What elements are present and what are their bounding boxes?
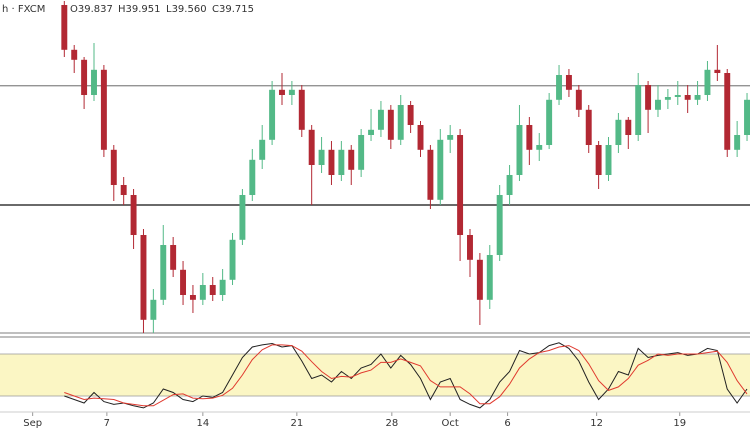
candle-body xyxy=(546,99,553,145)
candle-body xyxy=(476,259,483,300)
x-tick-label: 14 xyxy=(196,418,209,429)
candle-body xyxy=(348,149,355,170)
panels xyxy=(0,85,750,416)
candle-body xyxy=(585,109,592,145)
candle-body xyxy=(427,149,434,200)
candle-body xyxy=(595,145,602,175)
candle-body xyxy=(377,109,384,130)
candle-body xyxy=(249,159,256,195)
candle-body xyxy=(447,135,454,140)
candle-body xyxy=(506,175,513,195)
candle-body xyxy=(615,119,622,145)
candle-body xyxy=(318,149,325,165)
candle-body xyxy=(120,185,127,195)
stoch-line xyxy=(64,342,748,409)
candle-body xyxy=(140,235,147,320)
candle-body xyxy=(61,5,68,50)
candle-body xyxy=(288,89,295,95)
candle-body xyxy=(150,299,157,320)
candle-body xyxy=(575,89,582,110)
candle-body xyxy=(259,139,266,160)
x-tick-label: 12 xyxy=(590,418,603,429)
candle-body xyxy=(160,245,167,300)
candle-body xyxy=(199,285,206,300)
candle-body xyxy=(467,235,473,260)
candle-body xyxy=(328,149,335,175)
candle-body xyxy=(417,125,424,150)
stoch-band xyxy=(0,354,750,396)
candle-body xyxy=(635,85,642,135)
candle-body xyxy=(655,99,661,110)
symbol: h · FXCM xyxy=(2,4,45,15)
candle-body xyxy=(516,125,523,175)
candle-body xyxy=(387,109,394,140)
ohlc-low: L39.560 xyxy=(166,4,207,15)
candle-body xyxy=(279,89,285,95)
candle-body xyxy=(170,245,177,270)
candle-body xyxy=(269,89,276,140)
candle-body xyxy=(664,97,671,100)
x-tick-label: 28 xyxy=(385,418,398,429)
candle-body xyxy=(744,99,750,135)
candle-body xyxy=(130,195,137,235)
marks xyxy=(61,0,750,409)
x-tick-label: Sep xyxy=(23,418,42,429)
candle-body xyxy=(110,149,117,185)
candle-body xyxy=(724,73,731,150)
candle-body xyxy=(526,125,533,150)
candle-body xyxy=(91,69,97,95)
x-tick-label: 7 xyxy=(104,418,110,429)
ohlc-high: H39.951 xyxy=(118,4,161,15)
candle-body xyxy=(219,279,226,295)
x-tick-label: 21 xyxy=(290,418,303,429)
candle-body xyxy=(229,239,236,280)
candle-body xyxy=(605,145,612,175)
candle-body xyxy=(496,195,503,255)
candle-body xyxy=(81,59,88,95)
candle-body xyxy=(100,69,107,150)
candle-body xyxy=(407,105,414,125)
candle-body xyxy=(209,285,216,295)
candle-body xyxy=(189,295,196,300)
candle-body xyxy=(368,129,375,135)
candle-body xyxy=(358,135,365,170)
candle-body xyxy=(704,69,711,95)
candle-body xyxy=(486,255,493,300)
candle-body xyxy=(556,75,563,100)
candle-body xyxy=(298,89,305,130)
candle-body xyxy=(565,75,572,90)
stoch-line xyxy=(64,344,748,407)
candle-body xyxy=(338,149,345,175)
candle-body xyxy=(684,95,691,100)
candle-body xyxy=(645,85,652,110)
x-tick-label: 19 xyxy=(673,418,686,429)
candle-body xyxy=(308,129,315,165)
x-tick-label: 6 xyxy=(504,418,510,429)
candle-body xyxy=(714,69,721,73)
candle-body xyxy=(397,105,404,140)
candle-body xyxy=(437,139,444,200)
candle-body xyxy=(674,95,681,97)
x-tick-label: Oct xyxy=(442,418,459,429)
candle-body xyxy=(239,195,246,240)
candle-body xyxy=(734,135,741,150)
candle-body xyxy=(71,49,78,60)
ohlc-close: C39.715 xyxy=(212,4,254,15)
candle-body xyxy=(694,95,701,100)
candle-body xyxy=(180,269,187,295)
ohlc-open: O39.837 xyxy=(70,4,113,15)
candle-body xyxy=(457,135,464,235)
candle-body xyxy=(536,145,543,150)
candle-body xyxy=(625,119,632,135)
